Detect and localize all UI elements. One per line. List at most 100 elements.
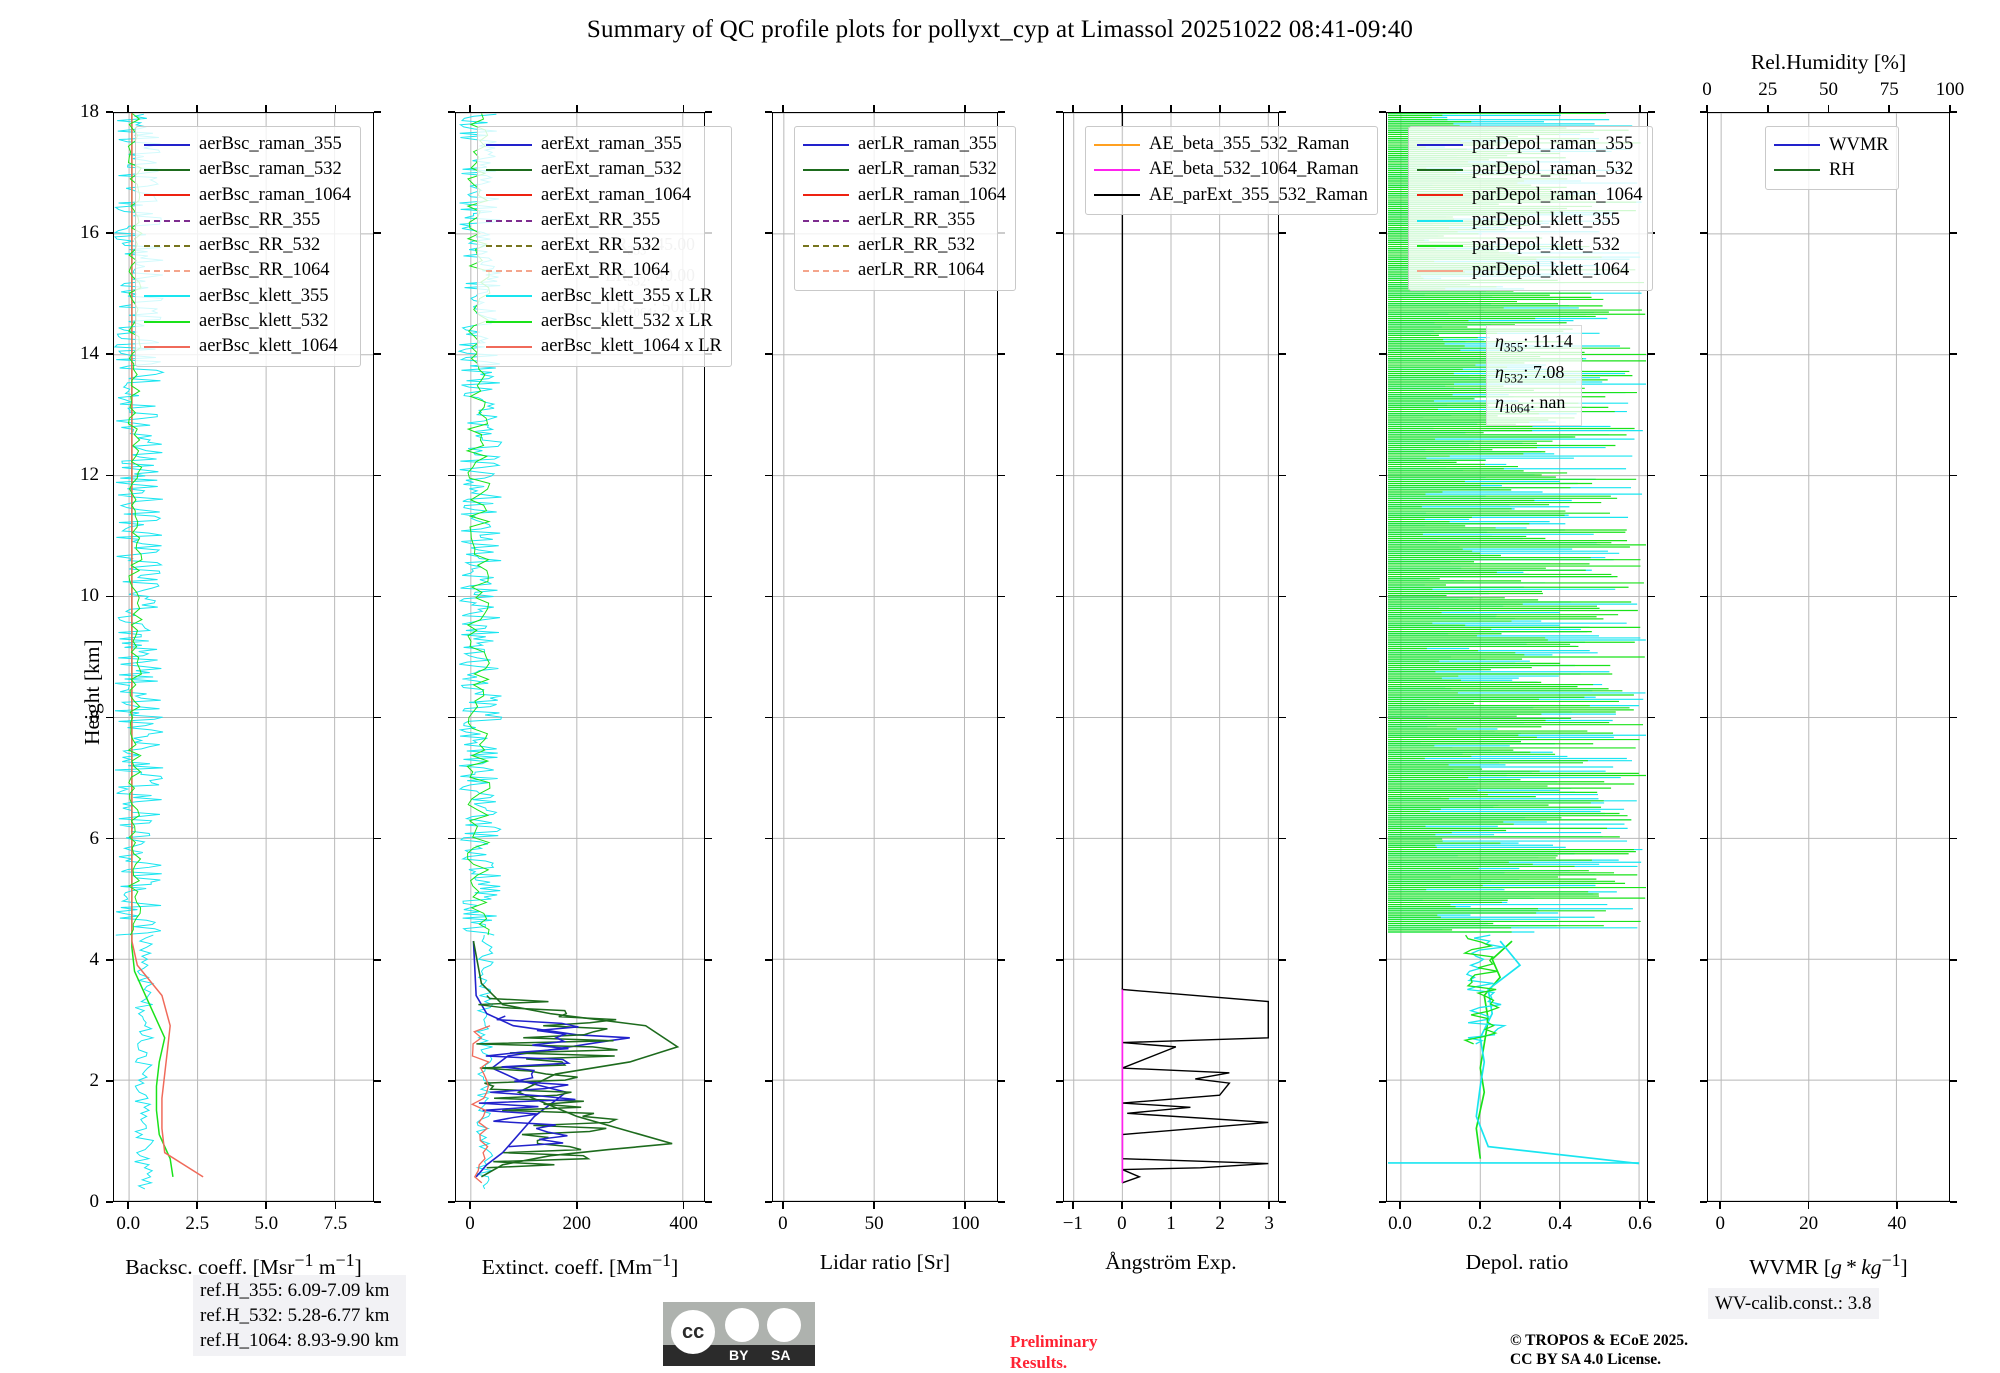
legend-item[interactable]: aerLR_RR_355 <box>803 208 1006 233</box>
y-tick <box>448 474 455 477</box>
legend-extinction[interactable]: aerExt_raman_355 aerExt_raman_532 aerExt_r… <box>477 126 732 367</box>
legend-item[interactable]: AE_beta_355_532_Raman <box>1094 132 1368 157</box>
legend-label: aerBsc_RR_355 <box>199 209 321 230</box>
y-tick <box>448 716 455 719</box>
y-tick-label: 12 <box>80 464 99 486</box>
legend-item[interactable]: aerBsc_klett_1064 x LR <box>486 334 722 359</box>
x-tick <box>964 1202 966 1209</box>
series-line <box>465 113 491 936</box>
y-tick <box>448 353 455 356</box>
legend-item[interactable]: AE_beta_532_1064_Raman <box>1094 157 1368 182</box>
x-tick <box>1639 1202 1641 1209</box>
legend-item[interactable]: parDepol_klett_355 <box>1417 208 1643 233</box>
legend-item[interactable]: WVMR <box>1774 132 1889 157</box>
y-tick <box>1056 474 1063 477</box>
x-tick <box>334 1202 337 1209</box>
legend-item[interactable]: parDepol_raman_1064 <box>1417 183 1643 208</box>
legend-item[interactable]: aerLR_raman_532 <box>803 157 1006 182</box>
legend-swatch-purple <box>486 219 532 222</box>
legend-depol-ratio[interactable]: parDepol_raman_355 parDepol_raman_532 parD… <box>1408 126 1653 291</box>
legend-item[interactable]: RH <box>1774 157 1889 182</box>
legend-swatch-darkgreen <box>486 168 532 171</box>
legend-item[interactable]: aerLR_raman_1064 <box>803 183 1006 208</box>
y-tick <box>765 474 772 477</box>
legend-item[interactable]: aerExt_raman_1064 <box>486 183 722 208</box>
legend-label: aerExt_raman_532 <box>541 159 682 180</box>
x-tick <box>1559 1202 1561 1209</box>
copyright-credit: © TROPOS & ECoE 2025. CC BY SA 4.0 Licen… <box>1510 1331 1688 1369</box>
series-line <box>478 1015 579 1148</box>
y-tick-right <box>705 958 712 961</box>
x-tick <box>196 1202 199 1209</box>
legend-lidar-ratio[interactable]: aerLR_raman_355 aerLR_raman_532 aerLR_rama… <box>794 126 1016 291</box>
y-tick-right <box>1648 111 1655 113</box>
legend-item[interactable]: AE_parExt_355_532_Raman <box>1094 183 1368 208</box>
x-tick <box>1072 1202 1074 1209</box>
ref-heights-box: ref.H_355: 6.09-7.09 km ref.H_532: 5.28-… <box>193 1275 406 1356</box>
y-tick <box>1056 595 1063 598</box>
series-line <box>1475 940 1513 1159</box>
y-tick-right <box>374 595 381 598</box>
legend-swatch-green <box>144 320 190 323</box>
x-tick-top <box>196 105 199 112</box>
legend-item[interactable]: aerExt_RR_355 <box>486 208 722 233</box>
legend-item[interactable]: parDepol_raman_532 <box>1417 157 1643 182</box>
legend-backscatter[interactable]: aerBsc_raman_355 aerBsc_raman_532 aerBsc_r… <box>135 126 362 367</box>
legend-item[interactable]: aerBsc_raman_532 <box>144 157 351 182</box>
y-tick <box>765 958 772 961</box>
legend-item[interactable]: aerBsc_klett_532 <box>144 309 351 334</box>
y-tick <box>765 1080 772 1082</box>
y-tick <box>1379 353 1386 356</box>
y-tick <box>448 595 455 598</box>
legend-item[interactable]: aerBsc_klett_1064 <box>144 334 351 359</box>
x-tick-label: 0 <box>1117 1213 1127 1234</box>
legend-item[interactable]: aerBsc_raman_355 <box>144 132 351 157</box>
legend-item[interactable]: parDepol_klett_532 <box>1417 233 1643 258</box>
x-tick-top <box>1170 105 1172 112</box>
y-tick-right <box>1279 1080 1286 1082</box>
top-x-tick <box>1888 105 1891 112</box>
x-tick-top <box>782 105 784 112</box>
legend-item[interactable]: aerExt_RR_532 <box>486 233 722 258</box>
legend-label: aerBsc_klett_355 <box>199 285 329 306</box>
legend-item[interactable]: parDepol_klett_1064 <box>1417 258 1643 283</box>
legend-swatch-blue <box>1417 143 1463 146</box>
legend-item[interactable]: aerExt_RR_1064 <box>486 258 722 283</box>
legend-item[interactable]: aerBsc_klett_355 <box>144 284 351 309</box>
legend-item[interactable]: aerExt_raman_355 <box>486 132 722 157</box>
cc-circle-icon <box>671 1310 715 1354</box>
legend-swatch-blue <box>1774 143 1820 146</box>
plot-area-wvmr <box>1708 113 1949 1201</box>
y-tick <box>1379 1080 1386 1082</box>
credit-line-1: © TROPOS & ECoE 2025. <box>1510 1332 1688 1349</box>
x-tick-label: 7.5 <box>323 1213 348 1234</box>
legend-label: parDepol_raman_532 <box>1472 159 1634 180</box>
panel-wvmr <box>1707 112 1950 1202</box>
series-line <box>1465 934 1508 1045</box>
y-tick <box>106 595 113 598</box>
y-tick <box>1700 232 1707 234</box>
legend-item[interactable]: aerExt_raman_532 <box>486 157 722 182</box>
x-tick <box>1121 1202 1123 1209</box>
legend-item[interactable]: aerBsc_raman_1064 <box>144 183 351 208</box>
y-tick-right <box>374 353 381 356</box>
legend-item[interactable]: aerLR_RR_532 <box>803 233 1006 258</box>
y-tick-right <box>998 111 1005 113</box>
legend-angstrom[interactable]: AE_beta_355_532_Raman AE_beta_532_1064_Ra… <box>1085 126 1378 215</box>
eta-calibration-annotation: η355: 11.14 η532: 7.08 η1064: nan <box>1486 325 1582 426</box>
legend-wvmr[interactable]: WVMR RH <box>1765 126 1899 190</box>
legend-item[interactable]: aerLR_raman_355 <box>803 132 1006 157</box>
x-axis-title-lidar-ratio: Lidar ratio [Sr] <box>819 1250 951 1274</box>
legend-item[interactable]: aerBsc_RR_1064 <box>144 258 351 283</box>
legend-item[interactable]: aerBsc_klett_355 x LR <box>486 284 722 309</box>
eta-annotation-line: η532: 7.08 <box>1495 361 1565 386</box>
y-tick-right <box>1950 1201 1957 1203</box>
legend-item[interactable]: aerBsc_RR_532 <box>144 233 351 258</box>
y-tick <box>106 474 113 477</box>
legend-item[interactable]: aerBsc_klett_532 x LR <box>486 309 722 334</box>
legend-item[interactable]: aerLR_RR_1064 <box>803 258 1006 283</box>
legend-item[interactable]: parDepol_raman_355 <box>1417 132 1643 157</box>
legend-swatch-cyan <box>1417 219 1463 222</box>
legend-item[interactable]: aerBsc_RR_355 <box>144 208 351 233</box>
